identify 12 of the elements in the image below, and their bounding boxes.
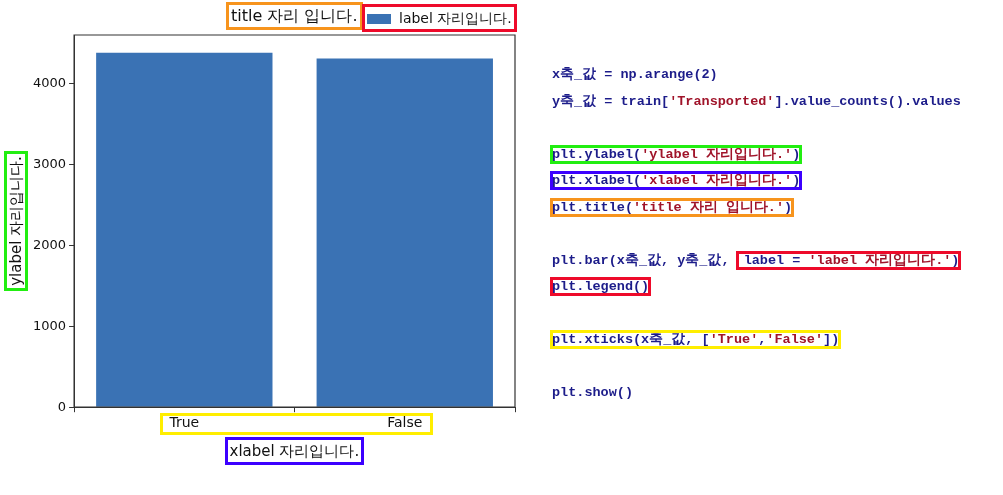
text: plt.show()	[552, 385, 634, 400]
x-tick-label: True	[168, 414, 200, 431]
y-tick-label: 0	[57, 398, 67, 414]
text: plt.bar(x축_값, y축_값, label = 'label 자리입니다.')	[552, 252, 960, 268]
legend-label: label 자리입니다.	[398, 10, 512, 26]
x-tick-label: False	[387, 414, 423, 431]
y-tick-label: 1000	[32, 317, 67, 333]
y-tick-label: 3000	[32, 155, 67, 171]
y-tick-label: 4000	[32, 74, 67, 90]
text: y축_값 = train['Transported'].value_counts().values	[552, 93, 961, 109]
y-tick-label: 2000	[32, 236, 67, 252]
text: x축_값 = np.arange(2)	[552, 67, 718, 82]
